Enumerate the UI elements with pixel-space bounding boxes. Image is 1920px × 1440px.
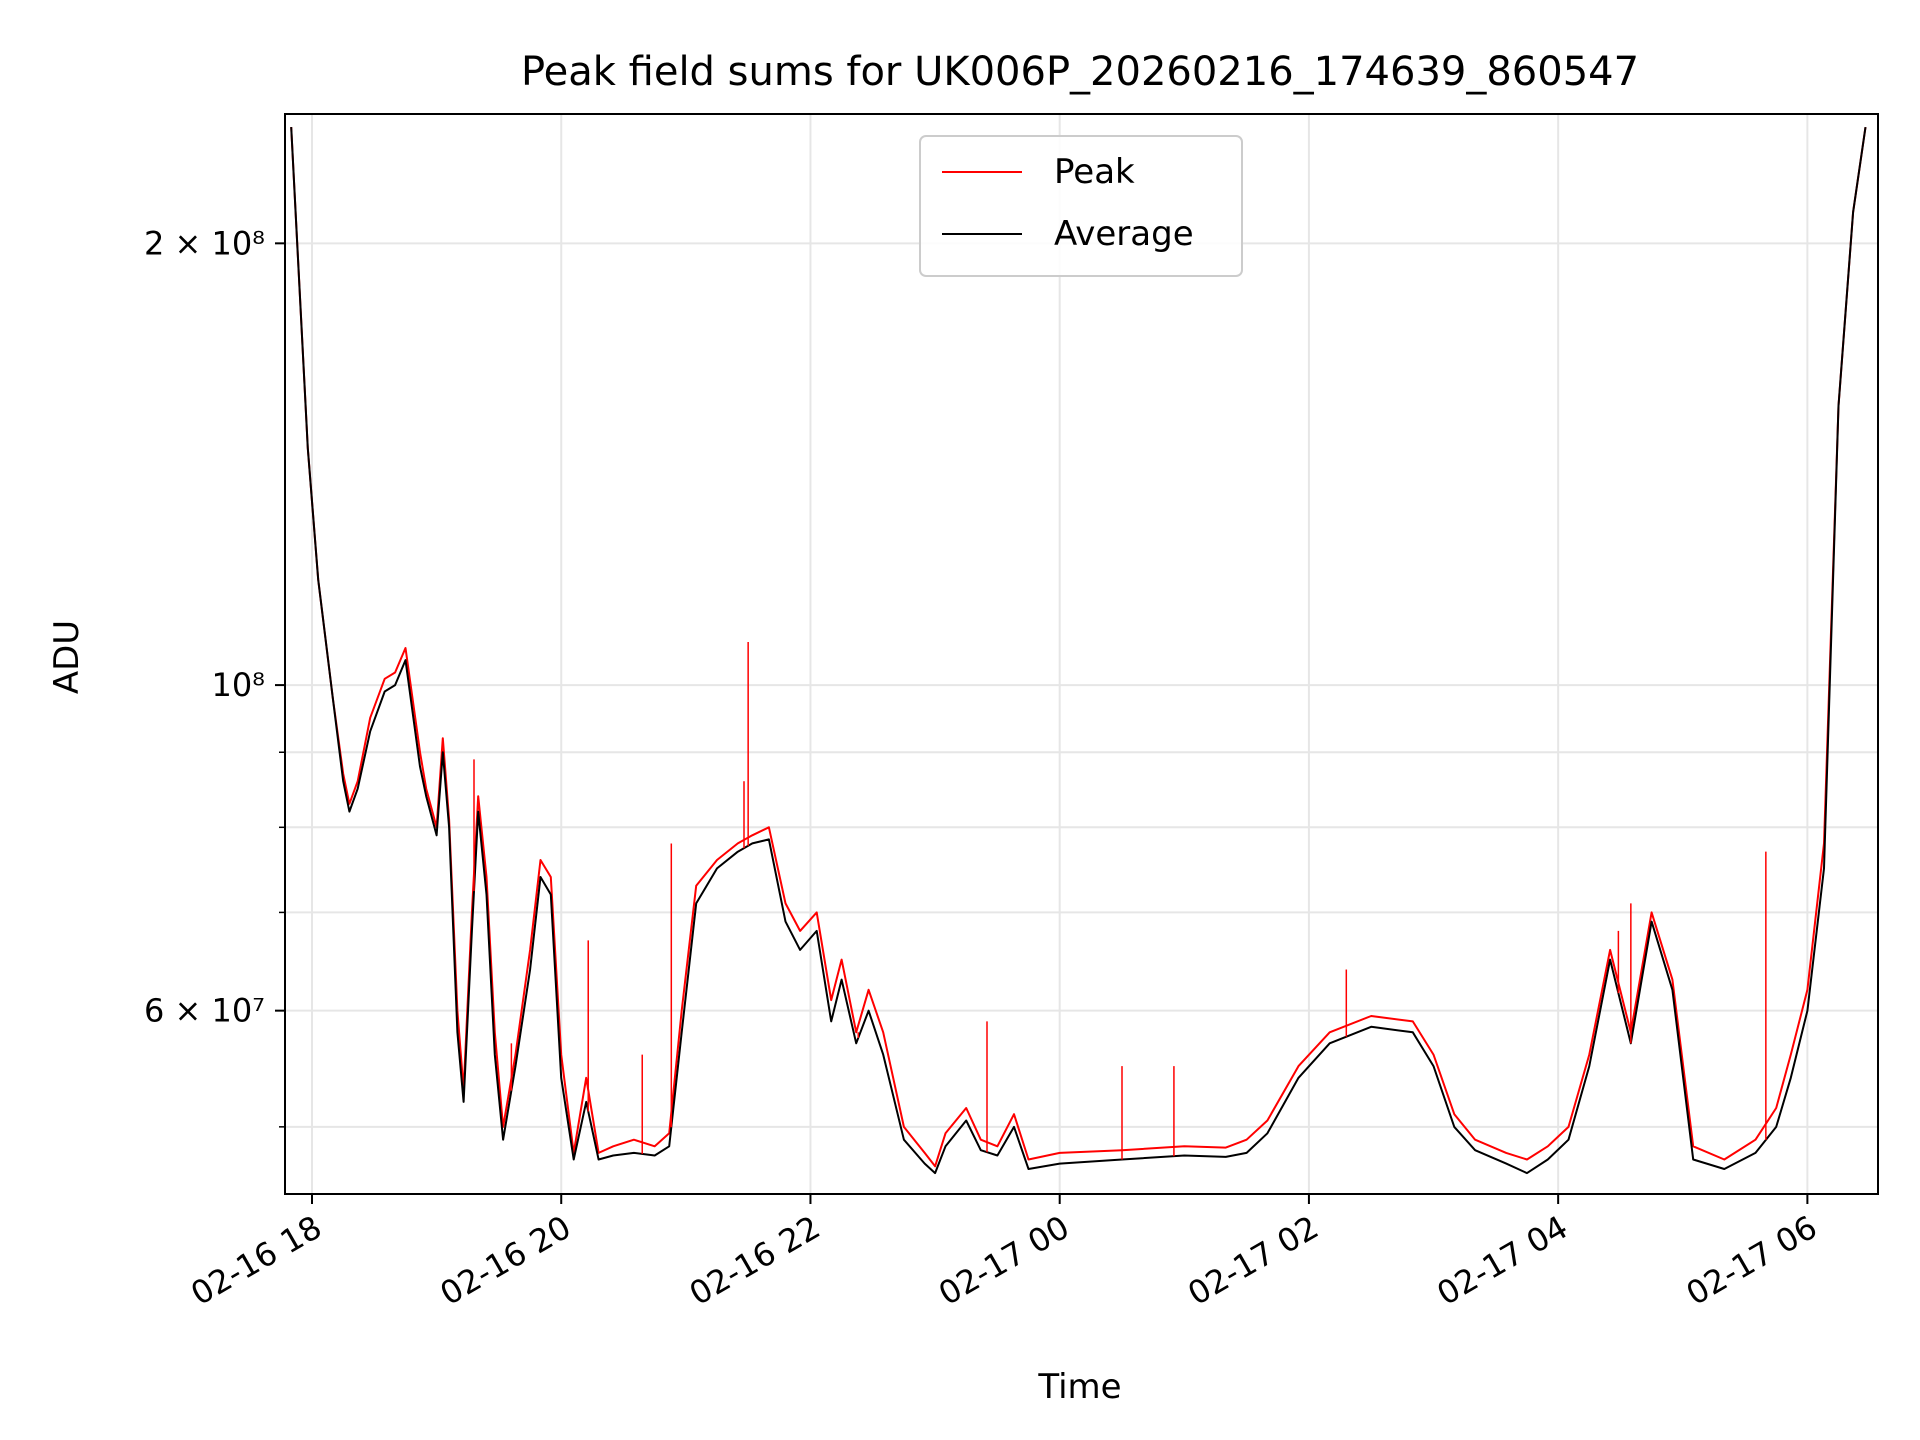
chart-title: Peak field sums for UK006P_20260216_1746…	[521, 49, 1639, 95]
legend: Peak Average	[919, 135, 1243, 277]
plot-frame	[284, 113, 1879, 1195]
x-axis-label: Time	[1037, 1367, 1121, 1407]
y-tick-label: 2 × 10⁸	[144, 224, 265, 262]
y-axis: 2 × 10⁸ 10⁸ 6 × 10⁷	[144, 224, 285, 1128]
y-tick-label: 6 × 10⁷	[144, 992, 265, 1030]
y-axis-label: ADU	[47, 620, 87, 694]
grid-lines	[285, 114, 1878, 1194]
legend-label-average: Average	[1054, 214, 1194, 254]
legend-label-peak: Peak	[1054, 152, 1135, 192]
y-tick-label: 10⁸	[211, 666, 265, 704]
series-layer	[290, 126, 1867, 1175]
series-line-average	[290, 126, 1867, 1175]
